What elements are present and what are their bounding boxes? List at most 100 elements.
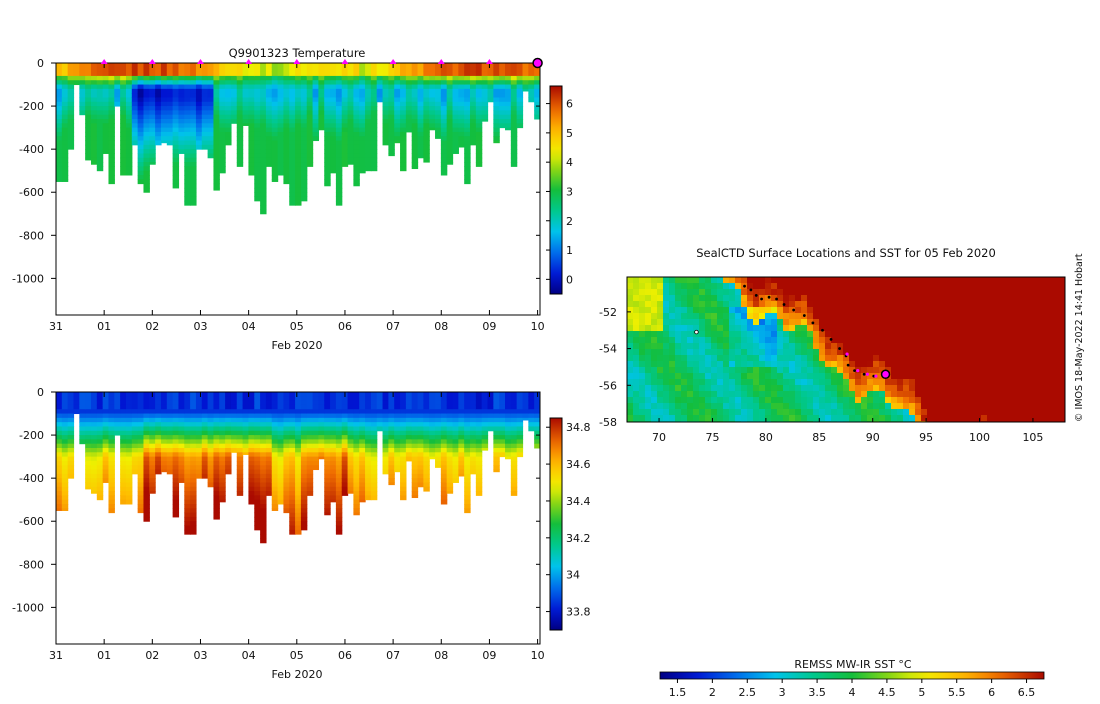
- sst-cell: [651, 277, 658, 284]
- salinity-cell: [301, 526, 307, 531]
- temperature-cell: [435, 128, 441, 133]
- salinity-cell: [68, 439, 74, 444]
- salinity-cell: [447, 418, 453, 423]
- temperature-cell: [254, 115, 260, 120]
- salinity-cell: [120, 470, 126, 475]
- salinity-cell: [225, 465, 231, 470]
- sst-cell: [705, 379, 712, 386]
- temperature-cell: [208, 93, 214, 98]
- temperature-cell: [523, 63, 529, 68]
- temperature-cell: [283, 123, 289, 128]
- temperature-cell: [435, 97, 441, 102]
- sst-cell: [873, 361, 880, 368]
- temperature-cell: [213, 80, 219, 85]
- sst-cell: [657, 337, 664, 344]
- salinity-cell: [114, 414, 120, 419]
- sst-cell: [681, 289, 688, 296]
- sst-cell: [639, 325, 646, 332]
- temperature-cell: [283, 141, 289, 146]
- temperature-cell: [202, 106, 208, 111]
- sst-cell: [861, 277, 868, 284]
- temperature-cell: [377, 93, 383, 98]
- sst-cell: [717, 331, 724, 338]
- temperature-cell: [213, 153, 219, 158]
- salinity-cell: [283, 487, 289, 492]
- sst-cell: [765, 409, 772, 416]
- temperature-cell: [394, 115, 400, 120]
- salinity-cell: [62, 392, 68, 397]
- temperature-cell: [184, 119, 190, 124]
- temperature-cell: [336, 102, 342, 107]
- salinity-cell: [56, 418, 62, 423]
- temperature-cell: [143, 67, 149, 72]
- salinity-cell: [272, 495, 278, 500]
- salinity-cell: [365, 431, 371, 436]
- temperature-cell: [120, 115, 126, 120]
- salinity-cell: [493, 422, 499, 427]
- temperature-cell: [523, 89, 529, 92]
- temperature-cell: [126, 110, 132, 115]
- salinity-cell: [447, 478, 453, 483]
- temperature-x-tick-label: 04: [242, 320, 256, 333]
- salinity-cell: [493, 414, 499, 419]
- salinity-cell: [511, 465, 517, 470]
- temperature-cell: [97, 76, 103, 81]
- salinity-cell: [97, 401, 103, 406]
- salinity-cell: [289, 418, 295, 423]
- sst-cell: [819, 343, 826, 350]
- salinity-cell: [266, 478, 272, 483]
- temperature-cell: [482, 72, 488, 77]
- temperature-cell: [248, 115, 254, 120]
- temperature-cell: [289, 110, 295, 115]
- salinity-cell: [295, 405, 301, 410]
- temperature-cell: [120, 67, 126, 72]
- salinity-cell: [208, 474, 214, 479]
- temperature-cell: [324, 102, 330, 107]
- salinity-cell: [336, 418, 342, 423]
- temperature-cell: [435, 132, 441, 137]
- sst-cell: [849, 325, 856, 332]
- sst-cell: [651, 409, 658, 416]
- salinity-cell: [458, 435, 464, 440]
- sst-cell: [693, 307, 700, 314]
- temperature-cell: [254, 175, 260, 180]
- sst-cell: [663, 361, 670, 368]
- sst-cell: [651, 415, 658, 422]
- sst-cell: [885, 325, 892, 332]
- temperature-cell: [289, 171, 295, 176]
- temperature-cell: [464, 110, 470, 115]
- sst-cell: [831, 343, 838, 350]
- salinity-cell: [423, 452, 429, 457]
- salinity-cell: [126, 414, 132, 419]
- sst-cell: [627, 289, 634, 296]
- salinity-cell: [143, 517, 149, 522]
- salinity-cell: [476, 401, 482, 406]
- temperature-cell: [377, 76, 383, 81]
- temperature-cell: [138, 171, 144, 176]
- salinity-cell: [353, 409, 359, 414]
- sst-cell: [729, 283, 736, 290]
- sst-cell: [849, 283, 856, 290]
- temperature-cell: [447, 67, 453, 72]
- temperature-cell: [283, 115, 289, 120]
- temperature-cell: [196, 119, 202, 124]
- salinity-cell: [307, 396, 313, 401]
- salinity-y-tick-label: 0: [37, 386, 44, 399]
- salinity-cell: [453, 470, 459, 475]
- salinity-cell: [336, 508, 342, 513]
- temperature-cell: [388, 80, 394, 85]
- temperature-cell: [62, 123, 68, 128]
- salinity-cell: [313, 452, 319, 457]
- temperature-cell: [108, 141, 114, 146]
- sst-cell: [747, 307, 754, 314]
- salinity-cell: [388, 461, 394, 466]
- salinity-cell: [260, 422, 266, 427]
- salinity-cell: [132, 422, 138, 427]
- salinity-cell: [149, 482, 155, 487]
- salinity-cell: [225, 396, 231, 401]
- salinity-cell: [441, 491, 447, 496]
- sst-cell: [639, 415, 646, 422]
- sst-cell: [795, 313, 802, 320]
- temperature-cell: [383, 89, 389, 94]
- sst-cell: [687, 361, 694, 368]
